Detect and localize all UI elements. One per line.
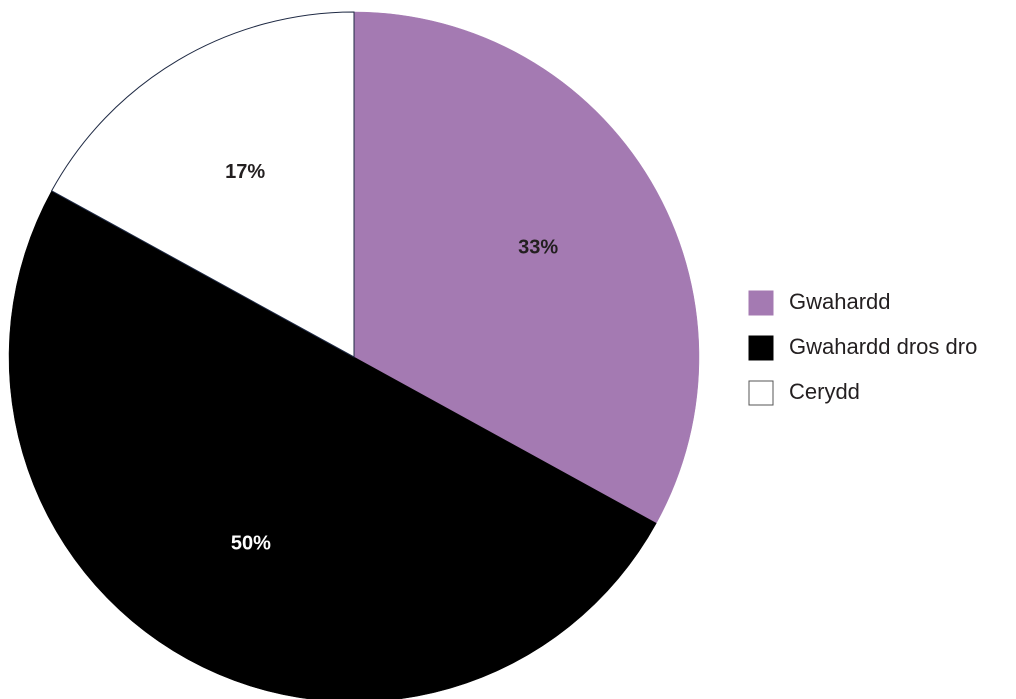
legend-swatch-gwahardd xyxy=(748,290,774,316)
slice-label-gwahardd-dros-dro: 50% xyxy=(231,533,271,555)
legend-swatch-gwahardd-dros-dro xyxy=(748,335,774,361)
pie-slices xyxy=(8,11,700,699)
legend: Gwahardd Gwahardd dros dro Cerydd xyxy=(748,289,977,406)
pie-slice-labels: 33% 50% 17% xyxy=(225,161,558,555)
legend-label-gwahardd: Gwahardd xyxy=(789,289,891,314)
pie-slice-gwahardd-dros-dro xyxy=(8,190,657,699)
legend-swatch-cerydd xyxy=(748,380,774,406)
slice-label-gwahardd: 33% xyxy=(518,236,558,258)
pie-slice-cerydd xyxy=(50,11,355,358)
slice-label-cerydd: 17% xyxy=(225,161,265,183)
pie-slice-gwahardd xyxy=(353,11,700,524)
legend-label-cerydd: Cerydd xyxy=(789,379,860,404)
legend-label-gwahardd-dros-dro: Gwahardd dros dro xyxy=(789,334,977,359)
